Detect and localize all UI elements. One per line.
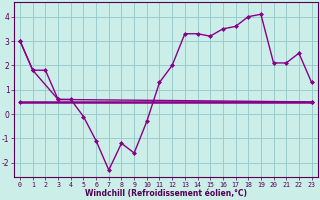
X-axis label: Windchill (Refroidissement éolien,°C): Windchill (Refroidissement éolien,°C) — [85, 189, 247, 198]
